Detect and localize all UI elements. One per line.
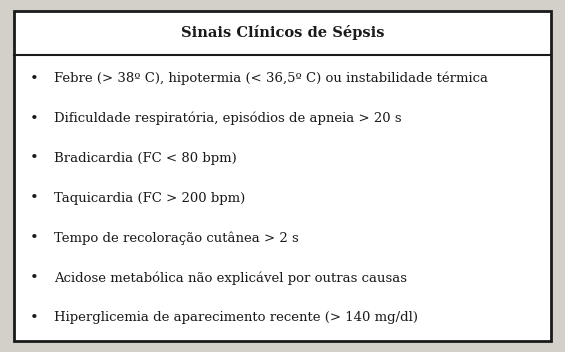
Text: Acidose metabólica não explicável por outras causas: Acidose metabólica não explicável por ou… xyxy=(54,271,407,285)
Text: Bradicardia (FC < 80 bpm): Bradicardia (FC < 80 bpm) xyxy=(54,152,236,165)
Text: •: • xyxy=(29,231,38,245)
Text: Febre (> 38º C), hipotermia (< 36,5º C) ou instabilidade térmica: Febre (> 38º C), hipotermia (< 36,5º C) … xyxy=(54,72,488,86)
Text: •: • xyxy=(29,271,38,285)
Text: Tempo de recoloração cutânea > 2 s: Tempo de recoloração cutânea > 2 s xyxy=(54,232,298,245)
Text: •: • xyxy=(29,72,38,86)
Text: Sinais Clínicos de Sépsis: Sinais Clínicos de Sépsis xyxy=(181,25,384,40)
Text: •: • xyxy=(29,112,38,126)
Text: •: • xyxy=(29,311,38,325)
Text: Taquicardia (FC > 200 bpm): Taquicardia (FC > 200 bpm) xyxy=(54,192,245,205)
Text: •: • xyxy=(29,191,38,205)
Text: •: • xyxy=(29,151,38,165)
Text: Hiperglicemia de aparecimento recente (> 140 mg/dl): Hiperglicemia de aparecimento recente (>… xyxy=(54,312,418,325)
Text: Dificuldade respiratória, episódios de apneia > 20 s: Dificuldade respiratória, episódios de a… xyxy=(54,112,401,125)
